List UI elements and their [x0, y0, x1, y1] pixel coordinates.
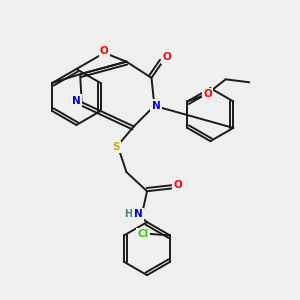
- Text: N: N: [72, 96, 81, 106]
- Text: O: O: [163, 52, 172, 62]
- Text: O: O: [100, 46, 109, 56]
- Text: N: N: [134, 209, 142, 219]
- Text: H: H: [124, 209, 132, 219]
- Text: S: S: [112, 142, 120, 152]
- Text: N: N: [152, 101, 160, 111]
- Text: O: O: [203, 89, 212, 99]
- Text: Cl: Cl: [137, 229, 148, 239]
- Text: O: O: [174, 180, 182, 190]
